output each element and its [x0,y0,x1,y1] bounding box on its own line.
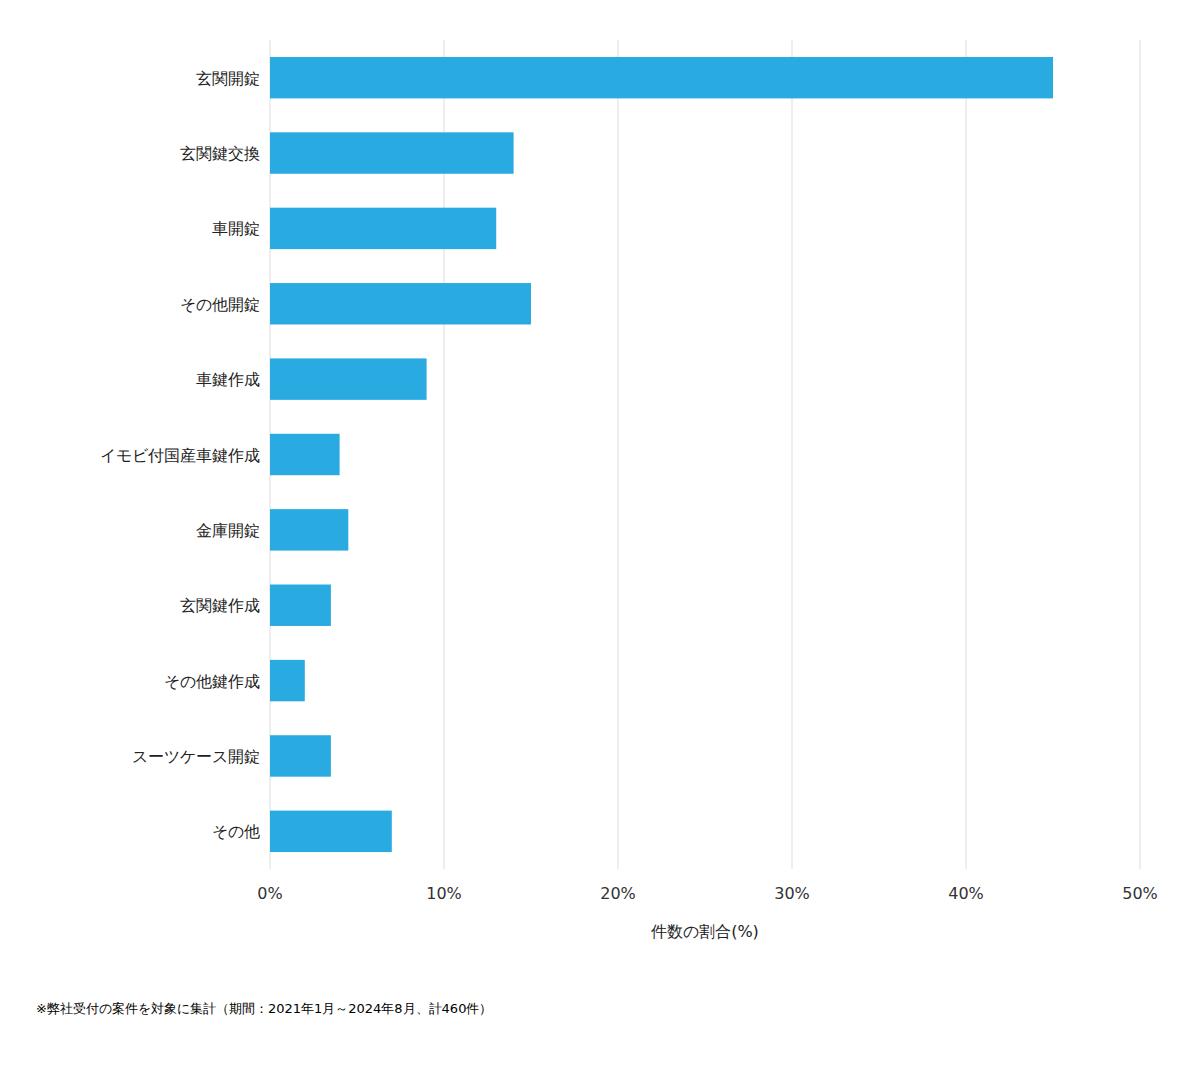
category-label: その他 [212,822,260,841]
bar [270,811,392,852]
page: {"chart_data": {"type": "bar", "orientat… [0,0,1200,1069]
grid-line [792,40,793,869]
chart: 0% 10% 20% 30% 40% 50% 玄関開錠玄関鍵交換車開錠その他開錠車鍵作成イモ… [0,0,1200,1069]
grid [270,40,1140,869]
grid-line [618,40,619,869]
bar [270,358,427,399]
category-label: 玄関開錠 [196,69,260,88]
category-label: 玄関鍵交換 [180,144,260,163]
category-label: 車開錠 [212,219,260,238]
grid-line [966,40,967,869]
tick-label: 50% [1122,884,1158,903]
category-label: 玄関鍵作成 [180,596,260,615]
bar [270,283,531,324]
category-label: イモビ付国産車鍵作成 [100,446,260,465]
tick-label: 40% [948,884,984,903]
tick-label: 20% [600,884,636,903]
bar [270,208,496,249]
bar [270,585,331,626]
tick-labels: 0% 10% 20% 30% 40% 50% [257,884,1157,903]
category-label: 車鍵作成 [196,370,260,389]
bar [270,132,514,173]
category-label: 金庫開錠 [196,521,260,540]
bars [270,57,1053,852]
footnote: ※弊社受付の案件を対象に集計（期間：2021年1月～2024年8月、計460件） [36,1001,492,1016]
category-labels: 玄関開錠玄関鍵交換車開錠その他開錠車鍵作成イモビ付国産車鍵作成金庫開錠玄関鍵作成… [100,69,260,842]
tick-label: 0% [257,884,282,903]
bar [270,509,348,550]
tick-label: 10% [426,884,462,903]
bar [270,434,340,475]
category-label: その他鍵作成 [164,672,260,691]
category-label: その他開錠 [180,295,260,314]
background [0,0,1200,1069]
bar [270,57,1053,98]
x-axis-label: 件数の割合(%) [651,922,759,941]
category-label: スーツケース開錠 [132,747,260,766]
tick-label: 30% [774,884,810,903]
grid-line [1140,40,1141,869]
bar [270,660,305,701]
bar [270,735,331,776]
